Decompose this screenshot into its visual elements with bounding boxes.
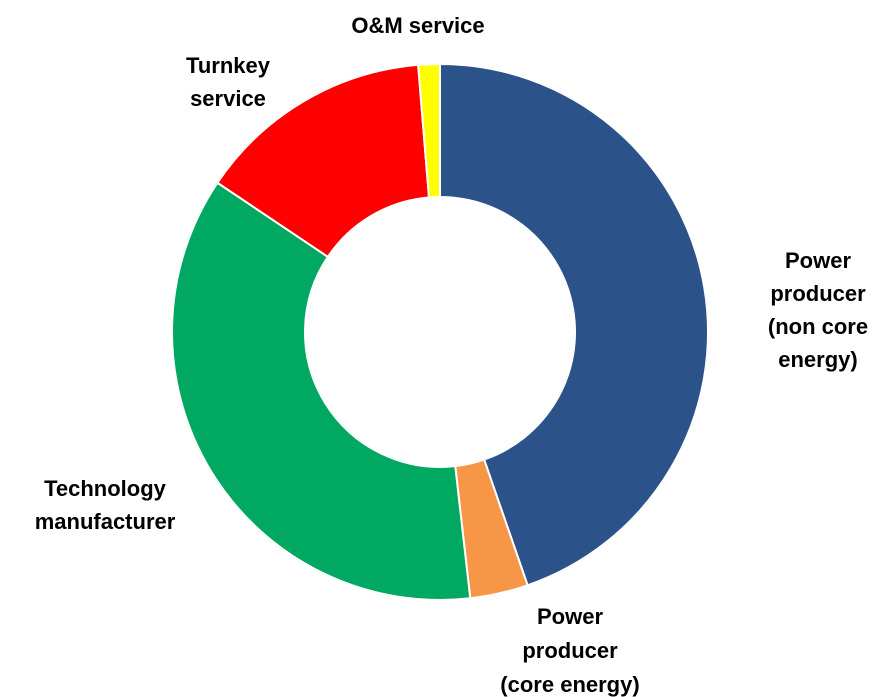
category-label: O&M service: [351, 13, 484, 38]
category-label: Turnkey service: [186, 53, 271, 111]
label-line: manufacturer: [35, 509, 176, 534]
donut-segment: [171, 181, 472, 601]
category-label: Power producer (non core energy): [768, 248, 868, 372]
label-line: Turnkey: [186, 53, 271, 78]
label-line: (non core: [768, 314, 868, 339]
label-line: producer: [522, 638, 618, 663]
label-line: energy): [778, 347, 857, 372]
donut-segment: [216, 63, 431, 259]
label-line: O&M service: [351, 13, 484, 38]
donut-segment: [417, 62, 441, 199]
label-line: service: [190, 86, 266, 111]
label-line: producer: [770, 281, 866, 306]
donut-segment: [439, 62, 709, 587]
label-line: (core energy): [500, 672, 639, 697]
category-label: Power producer (core energy): [500, 604, 639, 697]
category-label: Technology manufacturer: [35, 476, 176, 534]
label-line: Power: [537, 604, 603, 629]
label-line: Technology: [44, 476, 167, 501]
label-line: Power: [785, 248, 851, 273]
